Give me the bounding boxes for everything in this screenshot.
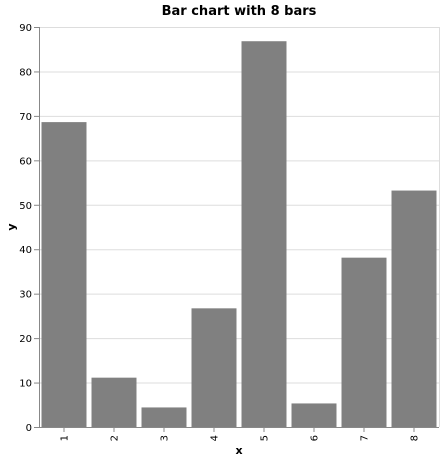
bar-7 — [341, 257, 387, 427]
y-tick-label: 10 — [19, 379, 32, 390]
bar-8 — [391, 190, 437, 427]
x-tick-label: 8 — [410, 435, 421, 441]
y-tick-label: 90 — [19, 23, 32, 34]
y-tick-label: 70 — [19, 112, 32, 123]
chart-title: Bar chart with 8 bars — [162, 4, 317, 19]
y-axis-title: y — [5, 223, 18, 230]
x-axis-title: x — [235, 444, 242, 457]
y-tick-label: 30 — [19, 290, 32, 301]
y-tick-label: 40 — [19, 245, 32, 256]
x-axis: 1 2 3 4 5 6 7 8 — [39, 427, 439, 441]
y-tick-label: 0 — [26, 423, 32, 434]
y-tick-label: 80 — [19, 67, 32, 78]
y-tick-label: 60 — [19, 156, 32, 167]
bar-6 — [291, 403, 337, 427]
bars — [41, 41, 437, 427]
x-tick-label: 2 — [110, 435, 121, 441]
x-tick-label: 4 — [210, 435, 221, 441]
y-tick-label: 20 — [19, 334, 32, 345]
bar-5 — [241, 41, 287, 427]
y-axis: 0 10 20 30 40 50 60 70 80 90 — [19, 23, 40, 434]
x-tick-label: 6 — [310, 435, 321, 441]
bar-2 — [91, 377, 137, 427]
y-tick-label: 50 — [19, 201, 32, 212]
x-tick-label: 1 — [60, 435, 71, 441]
bar-3 — [141, 407, 187, 427]
x-tick-label: 5 — [260, 435, 271, 441]
x-tick-label: 7 — [360, 435, 371, 441]
x-tick-label: 3 — [160, 435, 171, 441]
bar-4 — [191, 308, 237, 427]
bar-1 — [41, 122, 87, 427]
